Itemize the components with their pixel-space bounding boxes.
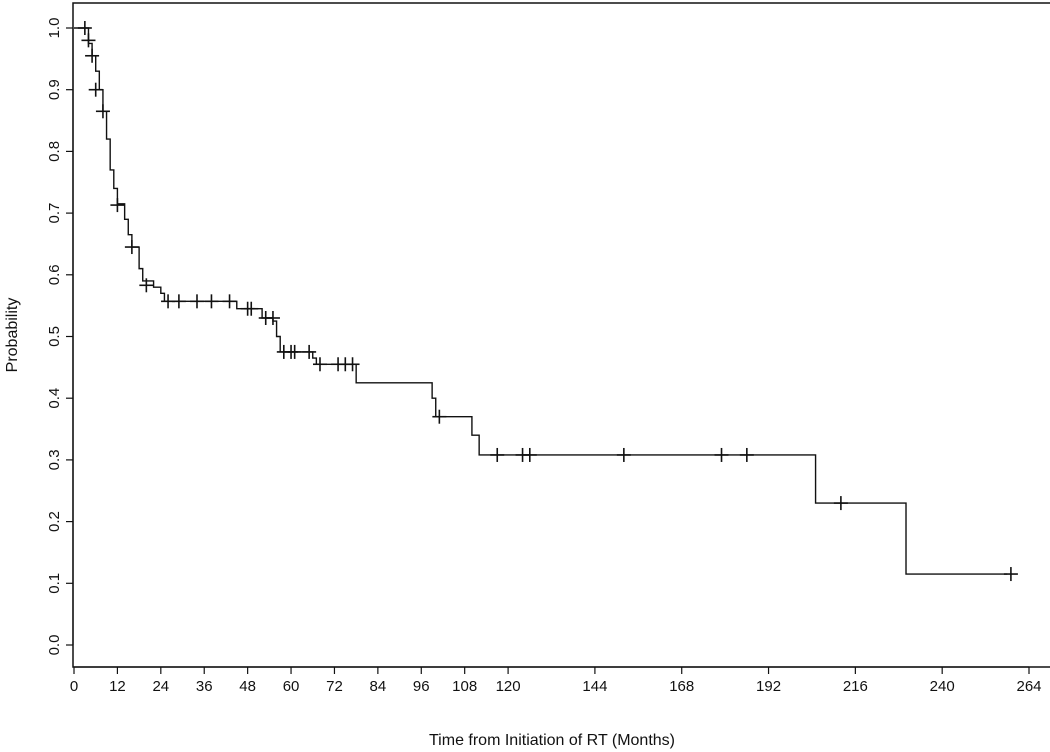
censor-mark	[85, 48, 100, 63]
censor-mark	[95, 104, 110, 119]
x-tick-label: 264	[1016, 678, 1041, 695]
censor-mark	[1003, 567, 1018, 582]
y-tick-label: 0.5	[46, 326, 63, 347]
x-tick-label: 84	[370, 678, 387, 695]
censor-mark	[265, 310, 280, 325]
x-tick-label: 192	[756, 678, 781, 695]
x-tick-label: 96	[413, 678, 430, 695]
censor-mark	[522, 447, 537, 462]
censor-mark	[616, 447, 631, 462]
censor-mark	[77, 21, 92, 35]
x-tick-label: 48	[239, 678, 256, 695]
y-axis: 0.0 0.1 0.2 0.3 0.4 0.5 0.6 0.7 0.8 0.9 1.0	[46, 18, 74, 656]
censor-mark	[345, 357, 360, 372]
censor-mark	[739, 447, 754, 462]
x-tick-label: 168	[669, 678, 694, 695]
y-tick-label: 0.2	[46, 511, 63, 532]
y-tick-label: 0.9	[46, 79, 63, 100]
censor-mark	[124, 240, 139, 255]
censor-mark	[81, 33, 96, 48]
censor-mark	[244, 301, 259, 316]
x-tick-label: 12	[109, 678, 126, 695]
censor-mark	[171, 294, 186, 309]
censor-mark	[287, 344, 302, 359]
y-tick-label: 0.1	[46, 573, 63, 594]
x-tick-label: 60	[283, 678, 300, 695]
y-tick-label: 0.4	[46, 388, 63, 409]
censor-mark	[88, 82, 103, 97]
censor-mark	[222, 294, 237, 309]
y-tick-label: 1.0	[46, 18, 63, 39]
y-tick-label: 0.7	[46, 203, 63, 224]
x-axis: 0 12 24 36 48 60 72 84 96 108 120 144 168 192 216 240 26…	[70, 666, 1042, 695]
y-tick-label: 0.6	[46, 264, 63, 285]
x-tick-label: 72	[326, 678, 343, 695]
censor-mark	[432, 409, 447, 424]
x-tick-label: 240	[930, 678, 955, 695]
censor-mark	[714, 447, 729, 462]
x-tick-label: 216	[843, 678, 868, 695]
x-tick-label: 120	[496, 678, 521, 695]
x-tick-label: 0	[70, 678, 78, 695]
censor-mark	[139, 278, 154, 293]
y-tick-label: 0.0	[46, 635, 63, 656]
censor-mark	[204, 294, 219, 309]
x-tick-label: 144	[582, 678, 607, 695]
x-tick-label: 24	[152, 678, 169, 695]
censor-mark	[110, 198, 125, 213]
x-tick-label: 108	[452, 678, 477, 695]
censor-mark	[302, 344, 317, 359]
censor-marks	[77, 21, 1018, 582]
y-tick-label: 0.8	[46, 141, 63, 162]
x-tick-label: 36	[196, 678, 213, 695]
censor-mark	[833, 496, 848, 511]
censor-mark	[312, 357, 327, 372]
censor-mark	[189, 294, 204, 309]
censor-mark	[490, 447, 505, 462]
plot-frame	[72, 2, 1050, 668]
x-axis-title: Time from Initiation of RT (Months)	[429, 732, 675, 749]
y-tick-label: 0.3	[46, 449, 63, 470]
y-axis-title: Probability	[4, 298, 21, 373]
